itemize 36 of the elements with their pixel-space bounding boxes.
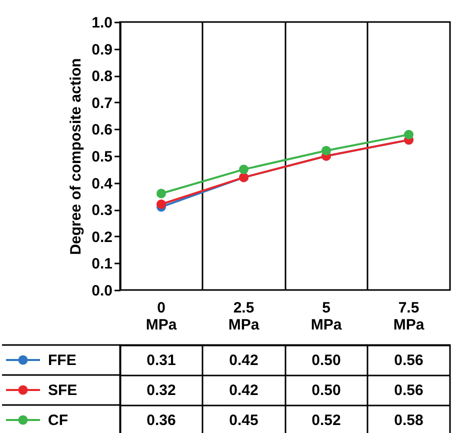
point — [156, 188, 166, 198]
y-tick-label: 1.0 — [92, 14, 112, 32]
y-tick-label: 0.8 — [92, 68, 112, 86]
data-label: 0.36 — [146, 412, 176, 429]
data-label: 0.50 — [312, 382, 341, 399]
x-tick-label: 0 MPa — [146, 300, 178, 334]
y-axis-title: Degree of composite action — [68, 58, 85, 255]
point — [239, 164, 248, 174]
data-label: 0.56 — [394, 352, 424, 369]
x-tick-label: 5 MPa — [310, 300, 342, 334]
point — [156, 200, 166, 209]
y-tick-label: 0.0 — [92, 282, 112, 300]
point — [322, 146, 331, 156]
data-label: 0.52 — [312, 412, 341, 429]
y-tick-label: 0.3 — [92, 202, 112, 220]
data-label: 0.42 — [229, 382, 258, 399]
legend-label: CF — [48, 412, 68, 429]
data-label: 0.32 — [146, 382, 176, 399]
y-tick-label: 0.6 — [92, 122, 112, 139]
data-label: 0.50 — [312, 352, 341, 369]
y-tick-label: 0.9 — [92, 41, 112, 58]
data-label: 0.42 — [229, 352, 258, 369]
y-tick-label: 0.7 — [92, 94, 112, 112]
legend-label: SFE — [48, 382, 78, 399]
legend-label: FFE — [48, 352, 76, 369]
y-tick-label: 0.5 — [92, 148, 112, 166]
data-label: 0.31 — [146, 352, 176, 369]
x-tick-label: 7.5 MPa — [393, 300, 425, 334]
y-tick-label: 0.1 — [92, 256, 112, 273]
data-label: 0.58 — [394, 412, 424, 429]
y-tick-label: 0.2 — [92, 228, 112, 246]
point — [404, 130, 414, 140]
data-label: 0.56 — [394, 382, 424, 399]
y-tick-label: 0.4 — [92, 175, 114, 192]
data-label: 0.45 — [229, 412, 258, 429]
x-tick-label: 2.5 MPa — [228, 300, 260, 334]
